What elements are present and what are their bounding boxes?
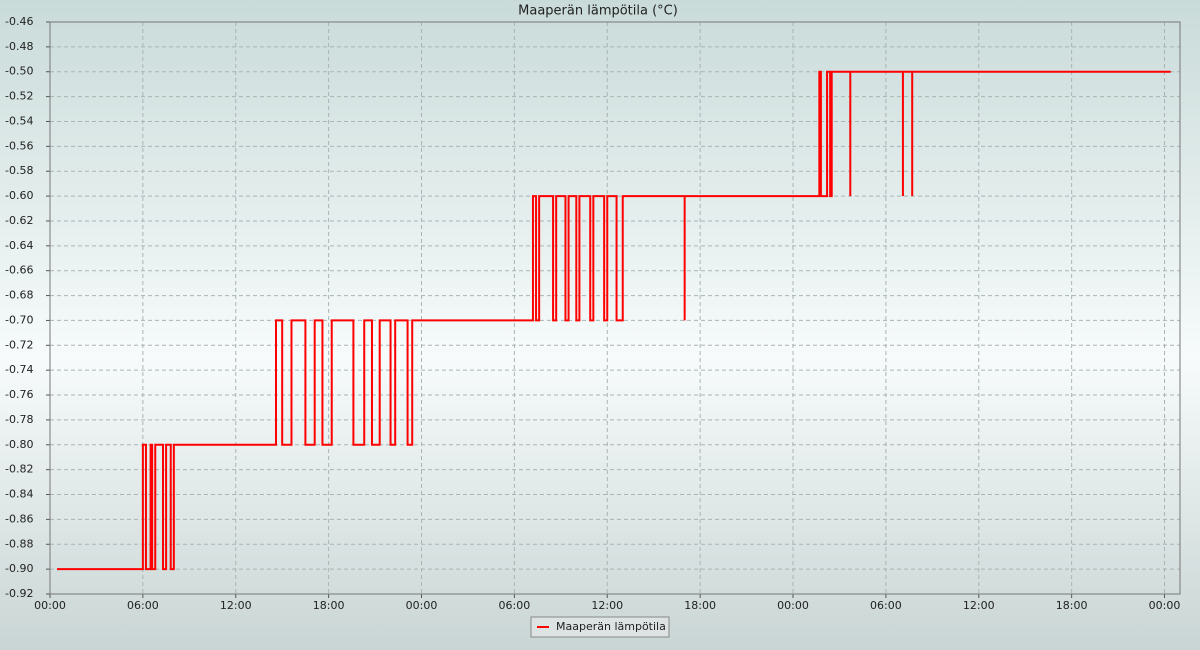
x-tick-label: 06:00 [499,599,531,612]
x-tick-label: 18:00 [684,599,716,612]
plot-frame [49,21,1181,595]
y-tick-label: -0.56 [5,139,33,152]
y-tick-label: -0.52 [5,90,33,103]
x-tick-label: 18:00 [313,599,345,612]
legend-box [530,616,670,638]
y-tick-label: -0.86 [5,512,33,525]
y-tick-label: -0.58 [5,164,33,177]
y-tick-label: -0.92 [5,587,33,600]
x-tick-label: 00:00 [34,599,66,612]
x-tick-label: 00:00 [406,599,438,612]
x-tick-label: 18:00 [1056,599,1088,612]
y-tick-label: -0.82 [5,463,33,476]
y-tick-label: -0.66 [5,264,33,277]
y-tick-label: -0.74 [5,363,33,376]
y-tick-label: -0.46 [5,15,33,28]
y-tick-label: -0.78 [5,413,33,426]
y-tick-label: -0.72 [5,338,33,351]
chart-title: Maaperän lämpötila (°C) [518,4,678,19]
x-tick-label: 06:00 [127,599,159,612]
data-line [56,70,1171,571]
y-tick-label: -0.60 [5,189,33,202]
y-tick-label: -0.88 [5,537,33,550]
x-tick-label: 00:00 [1149,599,1181,612]
legend-label: Maaperän lämpötila [556,620,666,633]
x-tick-label: 06:00 [870,599,902,612]
y-tick-label: -0.54 [5,114,33,127]
y-tick-label: -0.62 [5,214,33,227]
y-tick-label: -0.50 [5,65,33,78]
y-tick-label: -0.68 [5,289,33,302]
x-tick-label: 12:00 [220,599,252,612]
y-tick-label: -0.64 [5,239,33,252]
x-tick-label: 12:00 [963,599,995,612]
y-tick-label: -0.76 [5,388,33,401]
y-tick-label: -0.48 [5,40,33,53]
x-tick-label: 12:00 [591,599,623,612]
y-tick-label: -0.84 [5,488,33,501]
y-tick-label: -0.80 [5,438,33,451]
y-tick-label: -0.70 [5,313,33,326]
y-tick-label: -0.90 [5,562,33,575]
x-tick-label: 00:00 [777,599,809,612]
